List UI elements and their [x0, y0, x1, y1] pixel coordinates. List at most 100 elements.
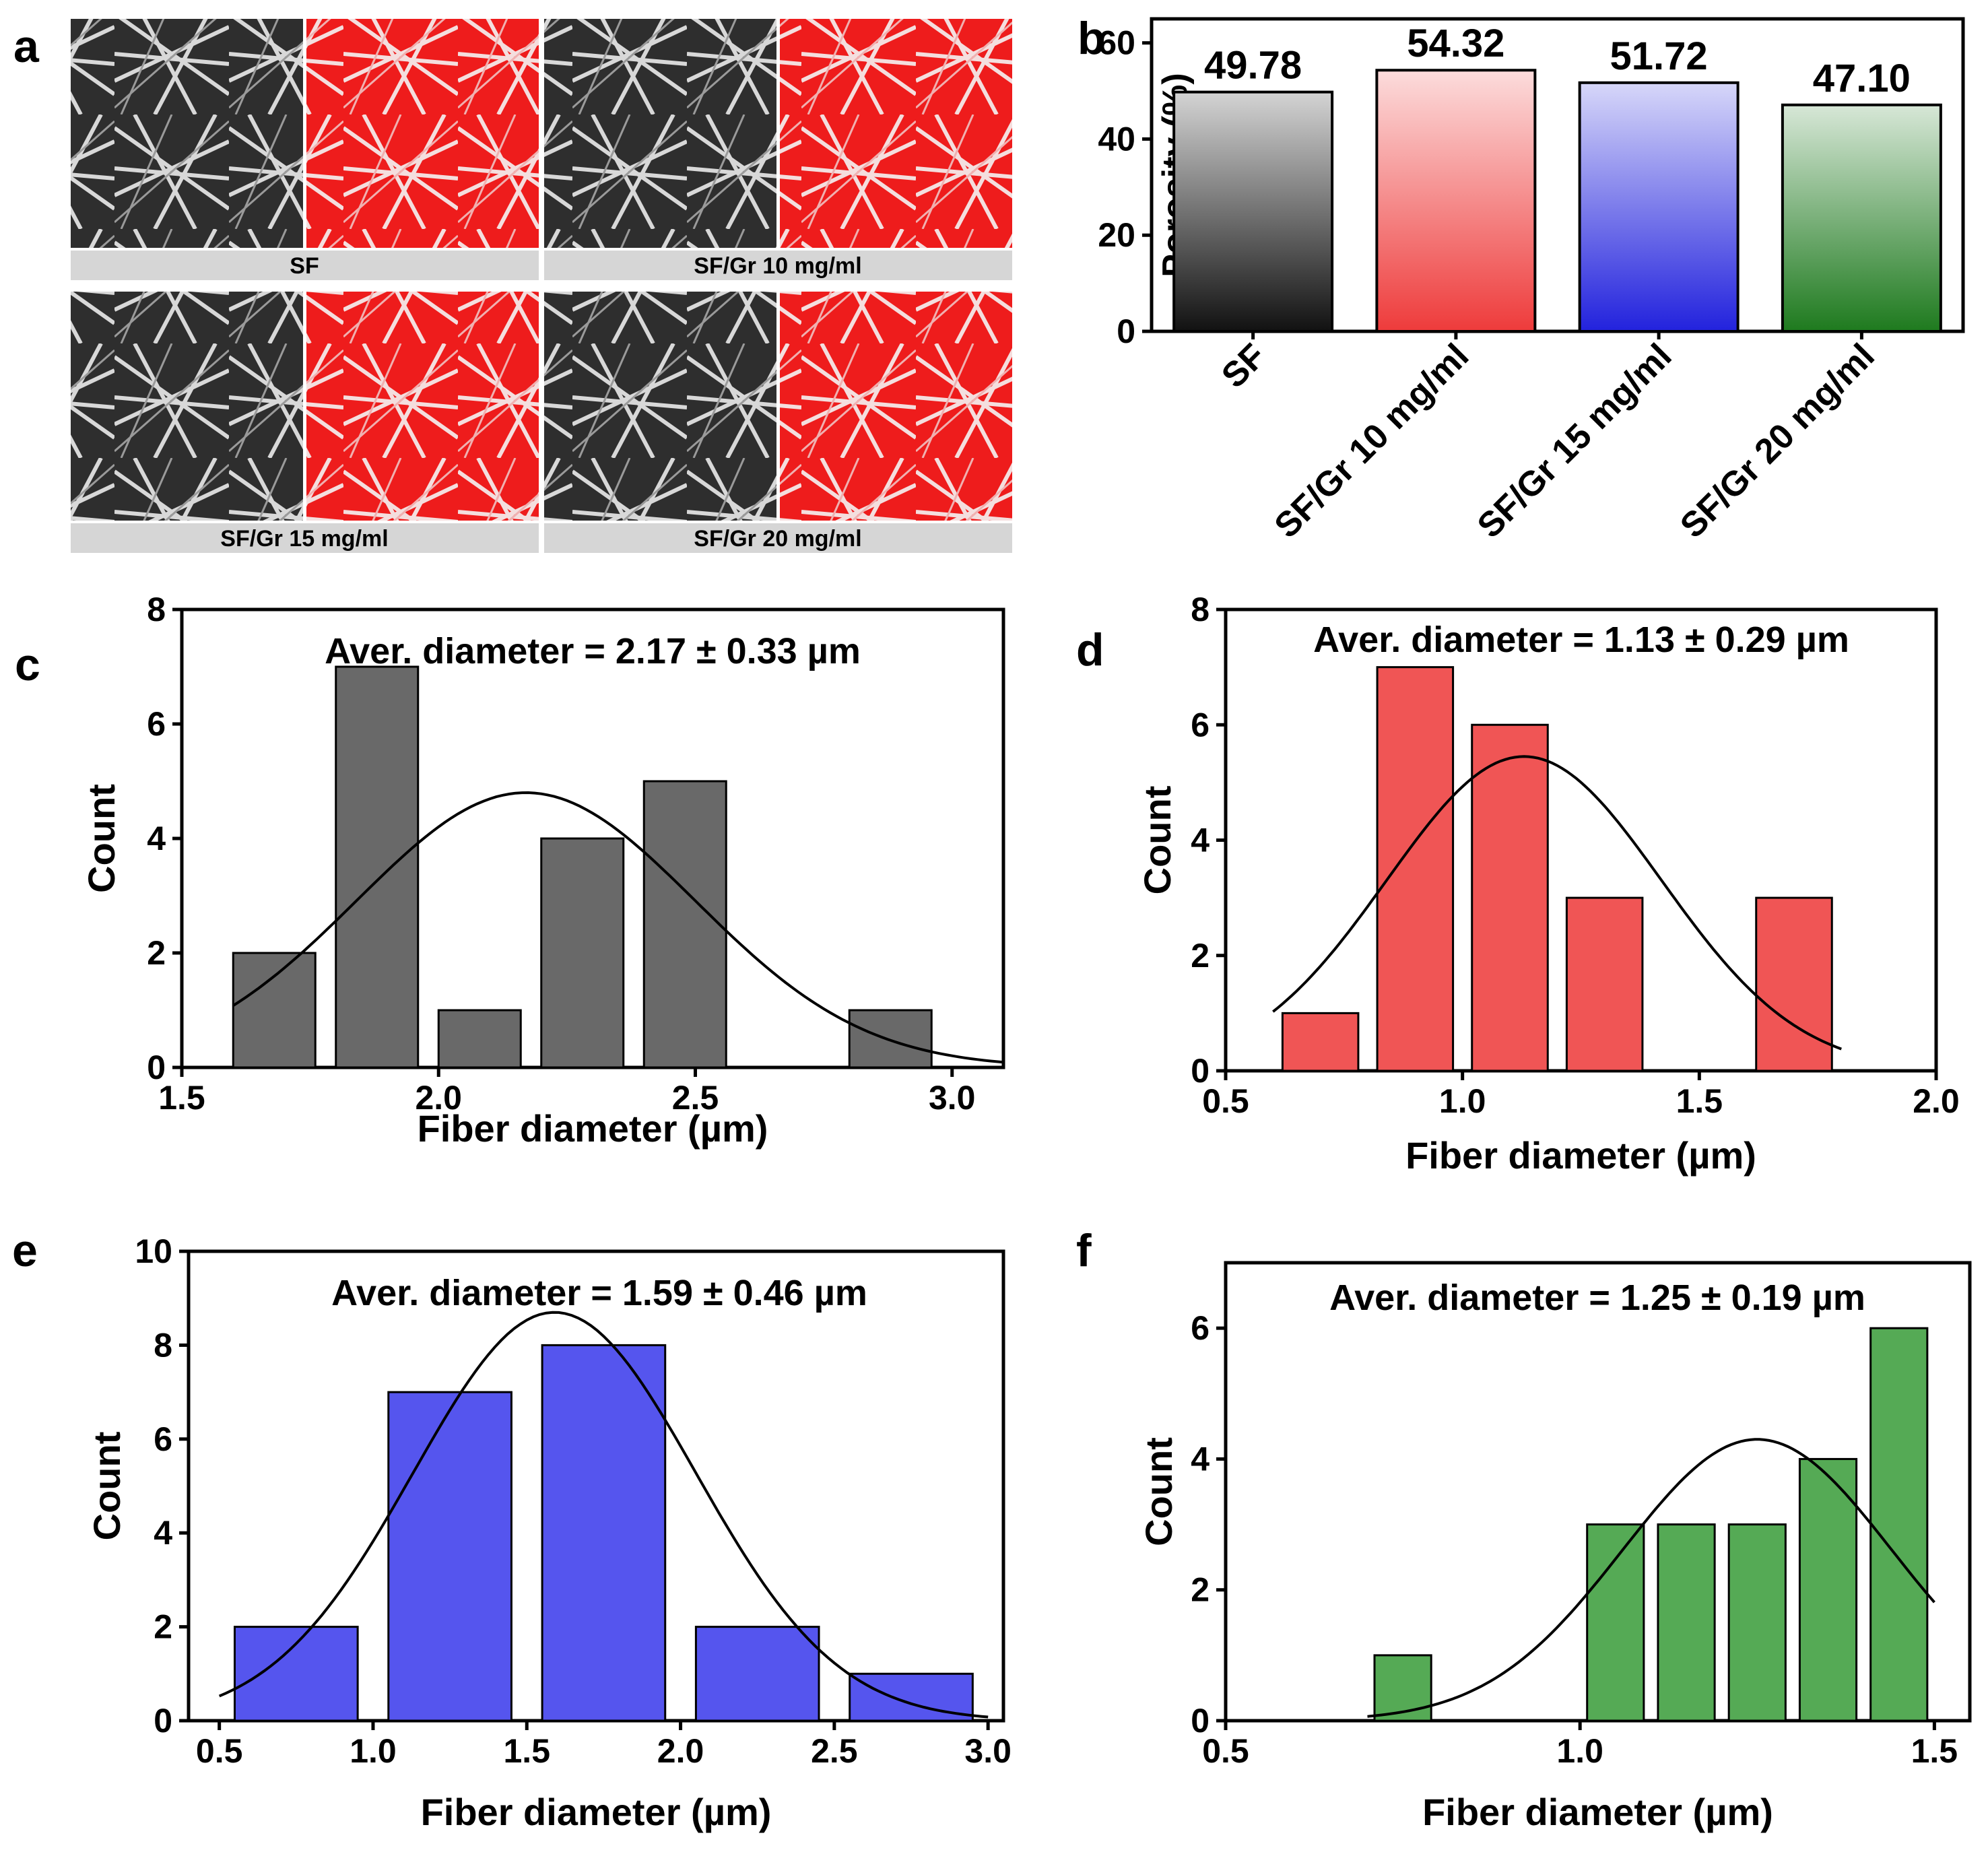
- average-diameter-annotation: Aver. diameter = 1.13 ± 0.29 µm: [1313, 620, 1849, 660]
- histogram-bar: [1281, 1012, 1360, 1072]
- sem-thresholded-image: [780, 19, 1012, 248]
- x-tick-label: SF/Gr 10 mg/ml: [1267, 336, 1477, 546]
- histogram-bar: [1755, 896, 1833, 1072]
- x-tick-label: 0.5: [196, 1732, 243, 1770]
- histogram-bar: [233, 1626, 359, 1722]
- y-tick-label: 4: [1191, 1440, 1210, 1478]
- average-diameter-annotation: Aver. diameter = 1.25 ± 0.19 µm: [1329, 1278, 1865, 1318]
- panel-letter-b: b: [1078, 13, 1106, 64]
- y-tick-label: 0: [147, 1049, 166, 1086]
- x-tick-label: 1.0: [1439, 1082, 1486, 1120]
- histogram-bar: [1657, 1523, 1716, 1722]
- histogram-bar: [694, 1626, 820, 1722]
- sem-panel-sf-gr-10: SF/Gr 10 mg/ml: [544, 19, 1012, 280]
- sem-micrograph: [71, 292, 303, 521]
- y-tick-label: 6: [147, 705, 166, 743]
- sem-thresholded-image: [306, 292, 539, 521]
- histogram-bar: [1565, 896, 1644, 1072]
- y-tick-label: 6: [1191, 706, 1210, 744]
- x-tick-label: 3.0: [929, 1079, 976, 1117]
- panel-letter-f: f: [1076, 1225, 1092, 1276]
- histogram-bar: [335, 665, 420, 1069]
- x-tick-label: 1.5: [158, 1079, 205, 1117]
- y-tick-label: 0: [1117, 312, 1135, 350]
- y-tick-label: 10: [135, 1232, 172, 1270]
- y-tick-label: 2: [147, 934, 166, 972]
- x-tick-label: 1.0: [1556, 1732, 1603, 1770]
- panel-letter-c: c: [15, 639, 40, 690]
- sem-caption-bar: [544, 251, 1012, 280]
- x-tick-label: SF/Gr 20 mg/ml: [1673, 336, 1882, 546]
- sem-caption-sf-gr-10: SF/Gr 10 mg/ml: [694, 253, 861, 279]
- x-tick-label: 3.0: [964, 1732, 1012, 1770]
- histogram-sf-gr-10: 0 2 4 6 8 0.5 1.0 1.5 2.0 Fiber diameter (µm) Coun…: [1136, 591, 1960, 1177]
- gaussian-fit-curve: [232, 791, 1004, 1064]
- y-tick-label: 2: [1191, 1571, 1210, 1609]
- bar-value-label: 54.32: [1407, 22, 1504, 65]
- x-tick-label: 2.0: [415, 1079, 462, 1117]
- average-diameter-annotation: Aver. diameter = 2.17 ± 0.33 µm: [325, 631, 861, 671]
- bar: [1172, 90, 1334, 333]
- histogram-bar: [1373, 1654, 1432, 1722]
- sem-caption-sf-gr-20: SF/Gr 20 mg/ml: [694, 526, 861, 552]
- y-tick-label: 6: [1191, 1309, 1210, 1347]
- y-tick-label: 0: [154, 1702, 172, 1740]
- histogram-bar: [1586, 1523, 1645, 1722]
- sem-caption-bar: [544, 523, 1012, 553]
- y-tick-label: 0: [1191, 1052, 1210, 1090]
- histogram-bar: [1376, 666, 1455, 1072]
- panel-letter-e: e: [12, 1225, 38, 1276]
- sem-caption-bar: [71, 251, 539, 280]
- histogram-sf: 0 2 4 6 8 1.5 2.0 2.5 3.0 Fiber diameter (µm) Coun…: [80, 591, 1005, 1150]
- y-tick-label: 8: [147, 591, 166, 628]
- sem-caption-sf: SF: [290, 253, 319, 279]
- x-tick-label: 1.5: [504, 1732, 551, 1770]
- x-tick-label: SF/Gr 15 mg/ml: [1470, 336, 1680, 546]
- sem-image-grid: SF SF/Gr 10 mg/ml SF/Gr 15 mg/ml SF/Gr 2…: [71, 19, 1012, 553]
- y-tick-label: 8: [154, 1326, 172, 1364]
- y-axis-label: Count: [80, 784, 123, 893]
- gaussian-fit-curve: [218, 1311, 989, 1719]
- sem-thresholded-image: [780, 292, 1012, 521]
- y-tick-label: 6: [154, 1420, 172, 1458]
- histogram-bar: [642, 780, 727, 1069]
- y-tick-label: 4: [147, 820, 166, 857]
- y-axis-label: Count: [86, 1432, 128, 1541]
- sem-panel-sf: SF: [71, 19, 539, 280]
- x-axis-label: Fiber diameter (µm): [1422, 1791, 1773, 1833]
- x-tick-label: 0.5: [1202, 1082, 1249, 1120]
- panel-letter-a: a: [13, 21, 40, 72]
- histogram-sf-gr-20: 0 2 4 6 0.5 1.0 1.5 Fiber diameter (µm) Count Ave…: [1137, 1261, 1972, 1833]
- bar-value-label: 47.10: [1813, 57, 1911, 100]
- histogram-bar: [848, 1009, 933, 1069]
- y-tick-label: 40: [1098, 120, 1135, 158]
- histogram-bar: [1471, 723, 1549, 1072]
- y-tick-label: 8: [1191, 591, 1210, 628]
- sem-caption-bar: [71, 523, 539, 553]
- histogram-sf-gr-15: 0 2 4 6 8 10 0.5 1.0 1.5 2.0 2.5 3.0 Fiber diameter …: [86, 1232, 1012, 1833]
- sem-caption-sf-gr-15: SF/Gr 15 mg/ml: [220, 526, 388, 552]
- histogram-bar: [540, 837, 625, 1069]
- x-tick-label: 0.5: [1202, 1732, 1249, 1770]
- plot-frame: [1150, 17, 1965, 333]
- histogram-bar: [1798, 1457, 1858, 1722]
- y-tick-label: 2: [154, 1608, 172, 1646]
- x-axis-label: Fiber diameter (µm): [418, 1107, 768, 1150]
- bar: [1781, 103, 1942, 333]
- sem-micrograph: [544, 292, 776, 521]
- y-tick-label: 4: [154, 1514, 172, 1552]
- x-axis-label: Fiber diameter (µm): [421, 1791, 772, 1833]
- gaussian-fit-curve: [1367, 1438, 1935, 1718]
- y-tick-label: 20: [1098, 216, 1135, 254]
- sem-micrograph: [71, 19, 303, 248]
- y-tick-label: 4: [1191, 822, 1210, 859]
- histogram-bar: [232, 952, 317, 1069]
- bar-value-label: 49.78: [1204, 44, 1302, 88]
- histogram-bar: [1727, 1523, 1787, 1722]
- panel-letter-d: d: [1076, 624, 1104, 675]
- histogram-bar: [1869, 1327, 1929, 1722]
- histogram-bar: [437, 1009, 522, 1069]
- x-tick-label: SF: [1214, 336, 1273, 395]
- y-tick-label: 60: [1098, 24, 1135, 62]
